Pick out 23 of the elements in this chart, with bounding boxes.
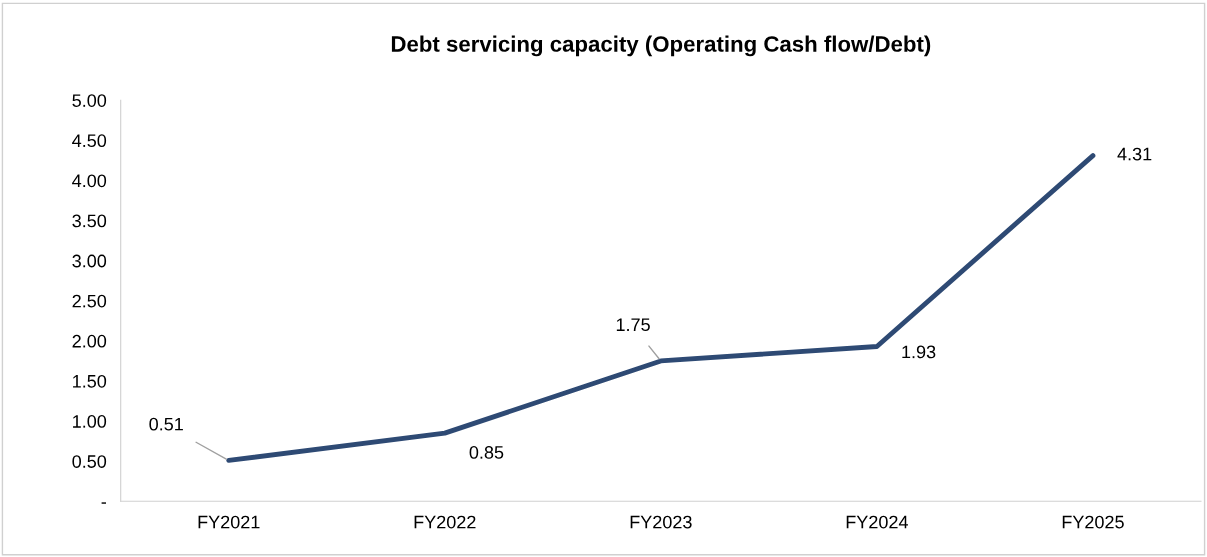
y-tick-label: 1.00 xyxy=(73,415,107,428)
y-tick-label: 3.00 xyxy=(72,254,107,268)
y-tick-label: 5.00 xyxy=(72,94,107,107)
y-tick-label: 4.00 xyxy=(72,174,107,188)
y-tick-label: 2.00 xyxy=(72,334,107,348)
x-tick-label: FY2021 xyxy=(198,515,260,529)
y-tick-label: - xyxy=(101,502,107,504)
y-tick-label: 1.50 xyxy=(73,374,107,388)
x-tick-label: FY2023 xyxy=(630,515,692,529)
data-label: 4.31 xyxy=(1117,147,1152,161)
data-label: 1.93 xyxy=(902,345,936,359)
data-label: 0.51 xyxy=(149,417,183,431)
data-label: 1.75 xyxy=(616,318,650,332)
y-tick-label: 0.50 xyxy=(72,455,107,468)
chart-title: Debt servicing capacity (Operating Cash flow/Debt) xyxy=(391,35,931,57)
y-tick-label: 2.50 xyxy=(72,294,107,308)
data-label: 0.85 xyxy=(469,446,504,459)
x-tick-label: FY2022 xyxy=(414,515,476,529)
line-series xyxy=(226,153,1096,463)
x-tick-label: FY2025 xyxy=(1062,515,1124,529)
y-tick-label: 3.50 xyxy=(72,214,107,228)
y-tick-label: 4.50 xyxy=(72,134,107,148)
x-tick-label: FY2024 xyxy=(846,515,908,529)
